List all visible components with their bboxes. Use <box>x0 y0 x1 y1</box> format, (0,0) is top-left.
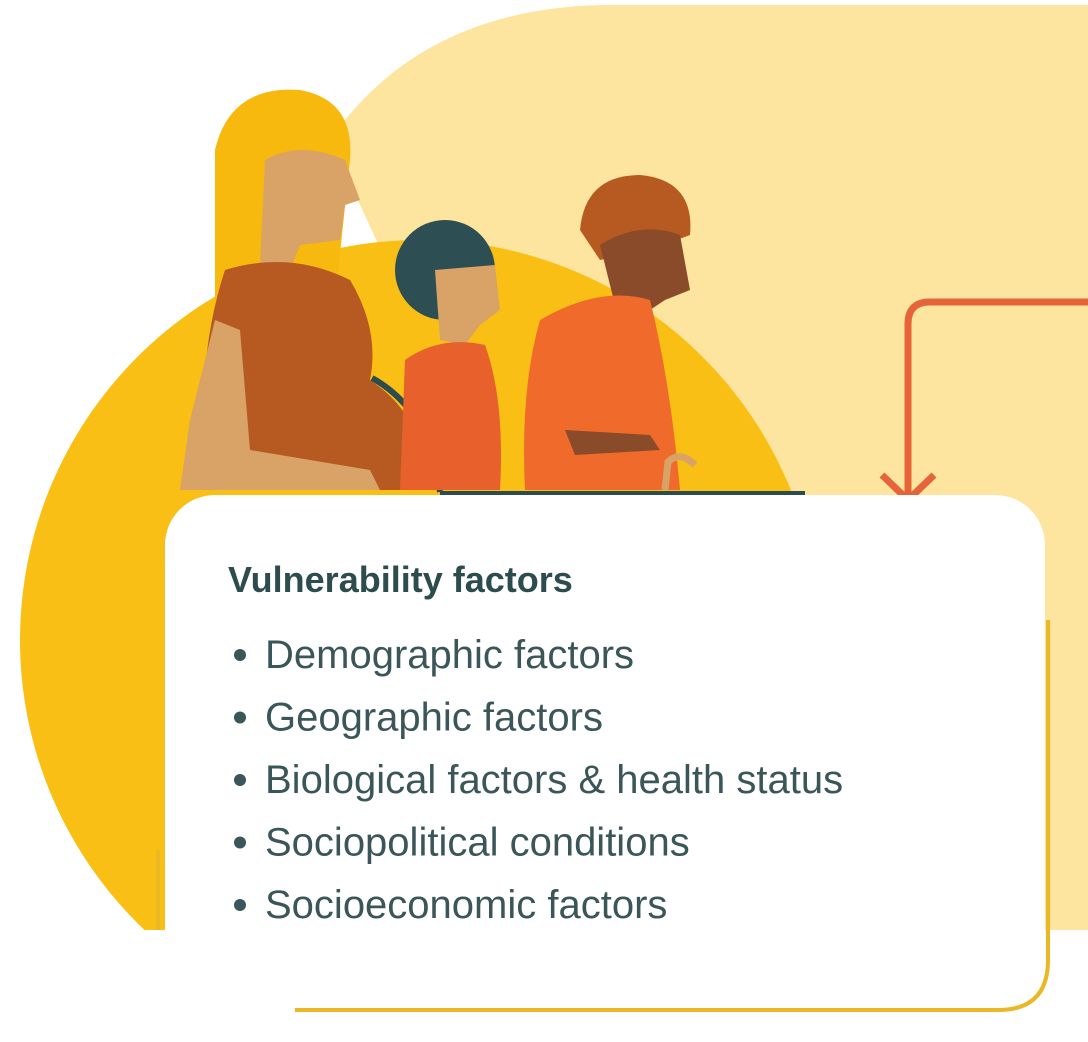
box-outline <box>295 620 1050 1012</box>
bullet <box>234 836 246 849</box>
bullet <box>234 774 246 786</box>
item-list: Demographic factors Geographic factors Bio… <box>234 633 843 927</box>
bullet <box>234 711 246 724</box>
boy-face <box>435 265 500 345</box>
cane <box>661 453 698 491</box>
elder-arm <box>565 430 660 455</box>
title: Vulnerability factors <box>228 559 573 600</box>
bullet <box>234 899 246 911</box>
list-item: Sociopolitical conditions <box>265 821 690 865</box>
list-item: Biological factors & health status <box>265 758 843 802</box>
list-item: Socioeconomic factors <box>265 883 667 927</box>
arrow-line <box>904 298 1088 495</box>
boy-body <box>400 342 501 490</box>
woman-arm <box>180 320 380 490</box>
list-item: Demographic factors <box>265 633 634 677</box>
elder-face <box>600 229 690 310</box>
bullet <box>234 649 246 661</box>
woman-body <box>202 262 422 490</box>
text-box <box>165 495 1045 1000</box>
list-item: Geographic factors <box>265 696 603 740</box>
woman-face <box>260 150 360 270</box>
